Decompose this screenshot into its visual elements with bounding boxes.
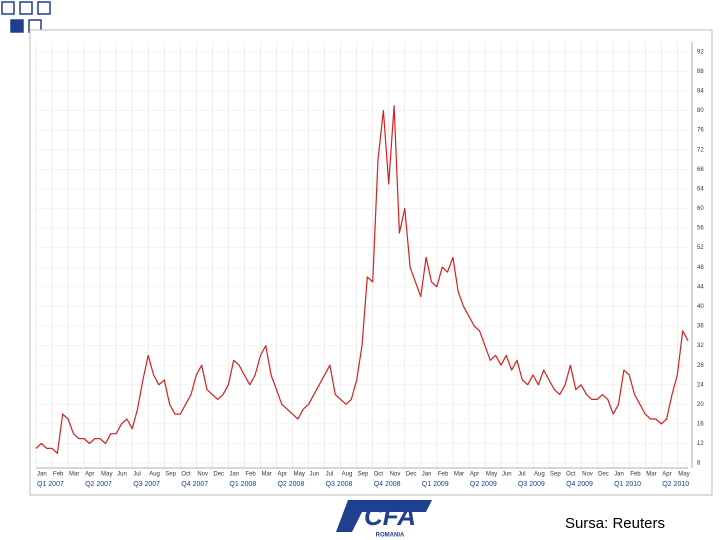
x-tick-label: Jun [310, 472, 320, 478]
quarter-label: Q4 2007 [181, 481, 208, 488]
logo: CFA ROMANIA [336, 500, 432, 539]
x-tick-label: Jul [518, 472, 526, 478]
x-tick-label: Oct [566, 472, 576, 478]
x-tick-label: Mar [646, 472, 656, 478]
x-tick-label: Sep [165, 472, 176, 478]
quarter-label: Q1 2008 [229, 481, 256, 488]
quarter-label: Q2 2010 [662, 481, 689, 488]
x-tick-label: Nov [197, 472, 208, 478]
logo-text: CFA [364, 501, 416, 531]
y-tick-label: 28 [697, 363, 704, 369]
x-tick-label: Jan [614, 472, 624, 478]
x-tick-label: Apr [662, 472, 671, 478]
y-tick-label: 72 [697, 147, 704, 153]
x-tick-label: Oct [181, 472, 191, 478]
quarter-label: Q4 2008 [374, 481, 401, 488]
quarter-label: Q3 2008 [326, 481, 353, 488]
decor-squares [1, 1, 51, 33]
x-tick-label: Dec [598, 472, 609, 478]
y-tick-label: 12 [697, 441, 704, 447]
x-tick-label: Aug [534, 472, 545, 478]
x-tick-label: Apr [470, 472, 479, 478]
logo-sub: ROMANIA [376, 533, 405, 539]
x-tick-label: Feb [438, 472, 449, 478]
x-tick-label: Aug [342, 472, 353, 478]
y-tick-label: 52 [697, 245, 704, 251]
x-tick-label: Apr [85, 472, 94, 478]
x-tick-label: Nov [582, 472, 593, 478]
y-tick-label: 80 [697, 108, 704, 114]
y-tick-label: 36 [697, 324, 704, 330]
y-tick-label: 40 [697, 304, 704, 310]
x-tick-label: Jun [117, 472, 127, 478]
quarter-label: Q2 2008 [277, 481, 304, 488]
quarter-label: Q1 2009 [422, 481, 449, 488]
x-tick-label: Sep [550, 472, 561, 478]
y-tick-label: 16 [697, 422, 704, 428]
y-tick-label: 88 [697, 69, 704, 75]
quarter-label: Q3 2009 [518, 481, 545, 488]
y-tick-label: 84 [697, 89, 704, 95]
y-tick-label: 56 [697, 226, 704, 232]
y-tick-label: 48 [697, 265, 704, 271]
x-tick-label: Mar [261, 472, 271, 478]
quarter-label: Q4 2009 [566, 481, 593, 488]
y-tick-label: 32 [697, 343, 704, 349]
x-tick-label: Jun [502, 472, 512, 478]
x-tick-label: Feb [630, 472, 641, 478]
y-tick-label: 64 [697, 186, 704, 192]
quarter-label: Q3 2007 [133, 481, 160, 488]
source: Sursa: Reuters [565, 515, 665, 532]
x-tick-label: Aug [149, 472, 160, 478]
x-tick-label: Nov [390, 472, 401, 478]
y-tick-label: 68 [697, 167, 704, 173]
x-tick-label: May [294, 472, 305, 478]
quarter-label: Q1 2010 [614, 481, 641, 488]
series-line [35, 105, 689, 454]
x-tick-label: Jul [326, 472, 334, 478]
x-tick-label: May [486, 472, 497, 478]
y-tick-label: 44 [697, 284, 704, 290]
x-tick-label: May [101, 472, 112, 478]
y-tick-label: 60 [697, 206, 704, 212]
quarter-label: Q2 2007 [85, 481, 112, 488]
x-tick-label: Feb [53, 472, 64, 478]
x-tick-label: Dec [406, 472, 417, 478]
quarter-label: Q1 2007 [37, 481, 64, 488]
quarter-label: Q2 2009 [470, 481, 497, 488]
x-tick-label: Jul [133, 472, 141, 478]
x-tick-label: Oct [374, 472, 384, 478]
y-tick-label: 20 [697, 402, 704, 408]
x-tick-label: Mar [454, 472, 464, 478]
x-tick-label: Jan [37, 472, 47, 478]
x-tick-label: Apr [277, 472, 286, 478]
y-tick-label: 8 [697, 461, 701, 467]
y-tick-label: 76 [697, 128, 704, 134]
x-tick-label: Feb [245, 472, 256, 478]
x-tick-label: Jan [422, 472, 432, 478]
x-tick-label: Dec [213, 472, 224, 478]
chart-frame [29, 29, 713, 496]
x-tick-label: Sep [358, 472, 369, 478]
x-tick-label: Jan [229, 472, 239, 478]
x-tick-label: Mar [69, 472, 79, 478]
x-tick-label: May [678, 472, 689, 478]
y-tick-label: 24 [697, 382, 704, 388]
y-tick-label: 92 [697, 49, 704, 55]
